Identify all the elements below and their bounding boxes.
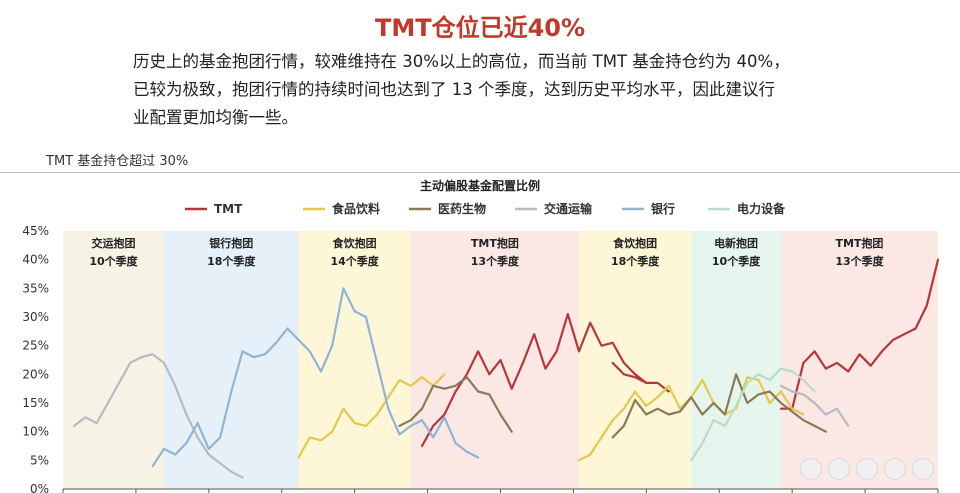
band-sublabel: 10个季度 — [712, 254, 761, 268]
series-line — [611, 373, 827, 439]
chart-divider — [0, 172, 960, 173]
band-sublabel: 13个季度 — [835, 254, 884, 268]
series-line — [398, 376, 513, 433]
more-dot[interactable] — [800, 458, 822, 480]
y-tick-label: 35% — [22, 281, 49, 295]
y-tick-label: 5% — [30, 453, 49, 467]
series-line — [151, 287, 480, 468]
band-sublabel: 18个季度 — [207, 254, 256, 268]
band-sublabel: 18个季度 — [611, 254, 660, 268]
legend-label: TMT — [214, 202, 243, 216]
more-dot[interactable] — [912, 458, 934, 480]
y-tick-label: 30% — [22, 310, 49, 324]
band-label: TMT抱团 — [471, 236, 519, 250]
description-line: 已较为极致，抱团行情的持续时间也达到了 13 个季度，达到历史平均水平，因此建议… — [133, 80, 775, 99]
series-line — [297, 373, 446, 459]
series-line — [690, 367, 816, 462]
legend-label: 银行 — [651, 201, 675, 216]
regime-band — [63, 231, 164, 489]
page-title: TMT仓位已近40% — [374, 14, 586, 42]
y-tick-label: 15% — [22, 396, 49, 410]
y-tick-label: 40% — [22, 253, 49, 267]
band-label: 食饮抱团 — [333, 236, 377, 250]
series-line — [779, 384, 850, 427]
legend-label: 食品饮料 — [331, 201, 380, 216]
band-label: 电新抱团 — [714, 236, 758, 250]
description-line: 业配置更加均衡一些。 — [133, 108, 298, 127]
description-line: 历史上的基金抱团行情，较难维持在 30%以上的高位，而当前 TMT 基金持仓约为… — [133, 52, 790, 71]
regime-band — [410, 231, 580, 489]
series-line — [420, 313, 648, 448]
chart-caption: TMT 基金持仓超过 30% — [46, 154, 189, 169]
regime-band — [691, 231, 781, 489]
legend-label: 电力设备 — [737, 201, 786, 216]
chart-title: 主动偏股基金配置比例 — [420, 178, 540, 193]
y-tick-label: 45% — [22, 224, 49, 238]
regime-band — [579, 231, 692, 489]
band-sublabel: 10个季度 — [89, 254, 138, 268]
band-sublabel: 13个季度 — [471, 254, 520, 268]
description-paragraph: 历史上的基金抱团行情，较难维持在 30%以上的高位，而当前 TMT 基金持仓约为… — [133, 48, 893, 132]
regime-band — [298, 231, 411, 489]
more-dot[interactable] — [884, 458, 906, 480]
band-label: 银行抱团 — [209, 236, 253, 250]
band-sublabel: 14个季度 — [331, 254, 380, 268]
series-line — [611, 361, 670, 393]
band-label: 食饮抱团 — [613, 236, 657, 250]
more-dot[interactable] — [856, 458, 878, 480]
regime-band — [780, 231, 938, 489]
y-tick-label: 20% — [22, 367, 49, 381]
legend-label: 交通运输 — [544, 201, 593, 216]
action-dots — [800, 458, 934, 480]
series-line — [779, 258, 940, 410]
y-tick-label: 25% — [22, 339, 49, 353]
series-line — [73, 353, 244, 479]
more-dot[interactable] — [828, 458, 850, 480]
band-label: 交运抱团 — [91, 236, 135, 250]
regime-band — [163, 231, 299, 489]
legend-label: 医药生物 — [438, 201, 486, 216]
y-tick-label: 0% — [30, 482, 49, 493]
y-tick-label: 10% — [22, 425, 49, 439]
band-label: TMT抱团 — [835, 236, 883, 250]
